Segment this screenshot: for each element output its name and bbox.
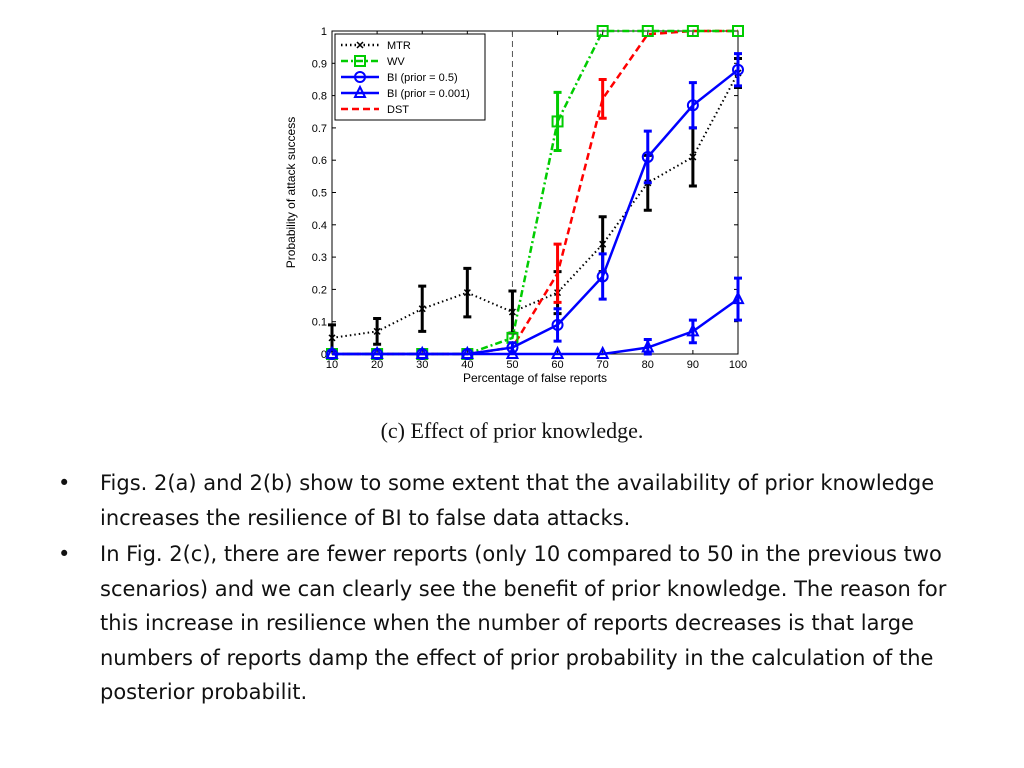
legend-marker-mtr — [356, 41, 364, 49]
point-mtr — [418, 305, 426, 313]
legend-marker-wv — [354, 55, 366, 67]
point-mtr — [373, 327, 381, 335]
point-bi-prior-0-001 — [731, 290, 745, 305]
x-tick-label: 40 — [461, 359, 473, 371]
point-wv — [596, 25, 609, 37]
point-bi-prior-0-5 — [416, 348, 429, 360]
point-bi-prior-0-001 — [686, 323, 700, 337]
series-line-bi-prior-0-001 — [332, 298, 739, 356]
legend-marker-bi-prior-0-001 — [353, 84, 367, 98]
series-line-mtr — [331, 72, 739, 339]
y-tick-label: 0.7 — [312, 123, 327, 135]
bullet-text: In Fig. 2(c), there are fewer reports (o… — [100, 542, 947, 704]
error-bar-bi-prior-0-5 — [688, 81, 697, 130]
legend-label-wv: WV — [387, 56, 405, 68]
y-tick-label: 0.8 — [312, 91, 327, 103]
point-bi-prior-0-5 — [506, 341, 519, 354]
legend-label-dst: DST — [387, 104, 409, 116]
y-tick-label: 0.5 — [312, 188, 327, 200]
y-axis-label: Probability of attack success — [284, 117, 298, 268]
bullet-item: • Figs. 2(a) and 2(b) show to some exten… — [58, 466, 978, 535]
x-tick-label: 50 — [506, 359, 518, 371]
point-bi-prior-0-5 — [641, 150, 654, 163]
chart: 10 20 30 40 50 60 70 80 90 100 0 0.1 0.2 0.3 0.4 0.5 0.6… — [275, 14, 765, 414]
y-tick-label: 0.1 — [312, 317, 327, 329]
point-mtr — [599, 240, 607, 248]
error-bar-dst — [553, 242, 562, 304]
y-tick-label: 0 — [321, 349, 327, 361]
bullet-item: • In Fig. 2(c), there are fewer reports … — [58, 537, 978, 710]
point-bi-prior-0-001 — [596, 345, 610, 359]
error-bar-bi-prior-0-001 — [734, 276, 742, 322]
x-tick-label: 80 — [642, 359, 654, 371]
error-bar-dst — [598, 77, 607, 120]
legend-label-mtr: MTR — [387, 40, 411, 52]
error-bar-bi-prior-0-5 — [643, 129, 652, 185]
x-tick-label: 20 — [371, 359, 383, 371]
y-tick-label: 1 — [321, 26, 327, 38]
chart-svg: 10 20 30 40 50 60 70 80 90 100 0 0.1 0.2 0.3 0.4 0.5 0.6… — [284, 25, 747, 385]
bullet-marker: • — [58, 542, 71, 566]
point-bi-prior-0-001 — [550, 345, 565, 359]
x-tick-label: 70 — [597, 359, 609, 371]
x-axis-label: Percentage of false reports — [463, 371, 607, 385]
bullet-marker: • — [58, 471, 71, 495]
bullet-list: • Figs. 2(a) and 2(b) show to some exten… — [58, 466, 978, 712]
error-bar-wv — [553, 90, 562, 153]
point-bi-prior-0-5 — [596, 270, 609, 283]
point-bi-prior-0-5 — [686, 99, 699, 112]
bullet-text: Figs. 2(a) and 2(b) show to some extent … — [100, 471, 935, 530]
x-tick-label: 60 — [551, 359, 563, 371]
point-bi-prior-0-5 — [461, 348, 474, 360]
point-mtr — [508, 308, 516, 316]
y-tick-label: 0.2 — [312, 284, 327, 296]
point-bi-prior-0-5 — [551, 318, 564, 331]
y-tick-label: 0.4 — [312, 220, 327, 232]
series-line-wv — [332, 29, 738, 356]
point-wv — [732, 25, 744, 37]
figure-caption: (c) Effect of prior knowledge. — [380, 418, 644, 443]
error-bar-bi-prior-0-5 — [598, 252, 607, 301]
point-bi-prior-0-5 — [732, 63, 744, 76]
y-tick-label: 0.3 — [312, 252, 327, 264]
legend-box — [334, 33, 486, 121]
point-mtr — [463, 289, 471, 297]
point-bi-prior-0-5 — [371, 348, 384, 360]
x-tick-label: 10 — [326, 359, 338, 371]
point-bi-prior-0-5 — [326, 348, 338, 360]
point-bi-prior-0-001 — [641, 339, 655, 353]
series-line-bi-prior-0-5 — [332, 68, 739, 356]
point-mtr — [689, 153, 697, 161]
error-bar-bi-prior-0-5 — [553, 307, 562, 343]
x-tick-label: 30 — [416, 359, 428, 371]
error-bar-bi-prior-0-5 — [734, 52, 742, 88]
x-tick-label: 90 — [687, 359, 699, 371]
point-mtr — [328, 334, 336, 342]
x-tick-label: 100 — [729, 359, 747, 371]
legend-marker-bi-prior-0-5 — [354, 71, 366, 83]
point-wv — [641, 25, 654, 37]
y-tick-label: 0.6 — [312, 155, 327, 167]
legend-label-bi-prior-0-5: BI (prior = 0.5) — [387, 72, 458, 84]
point-wv — [551, 115, 564, 128]
y-tick-label: 0.9 — [312, 58, 327, 70]
point-wv — [686, 25, 699, 37]
legend-label-bi-prior-0-001: BI (prior = 0.001) — [387, 88, 470, 100]
